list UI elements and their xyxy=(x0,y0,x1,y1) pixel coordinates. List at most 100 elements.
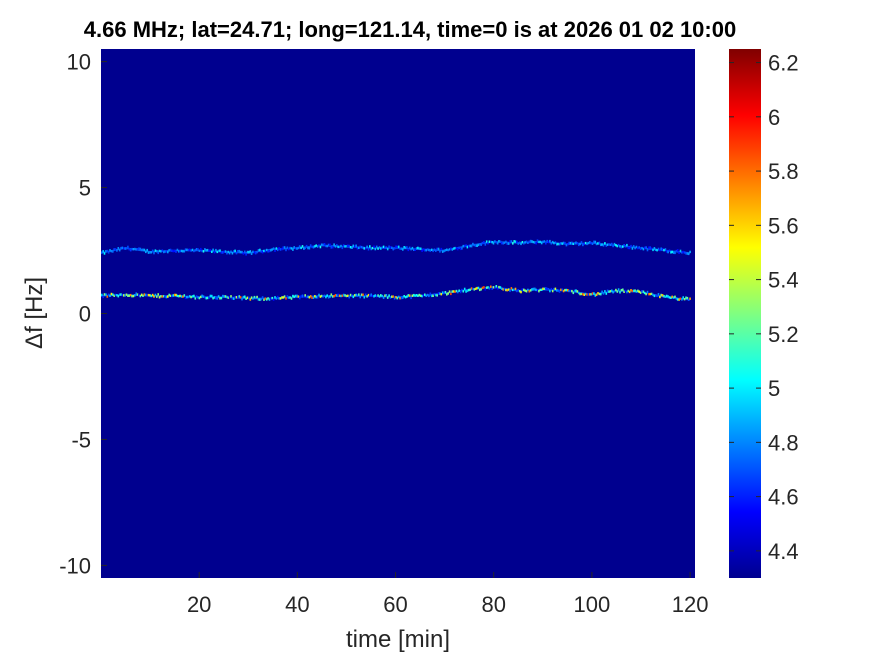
trace-1-pixel xyxy=(507,242,510,245)
trace-2-pixel xyxy=(215,297,217,300)
trace-2-pixel xyxy=(439,292,441,295)
trace-1-pixel xyxy=(363,247,366,250)
trace-2-pixel xyxy=(437,292,440,295)
trace-2-pixel xyxy=(457,290,459,294)
trace-2-pixel xyxy=(162,295,165,298)
trace-2-pixel xyxy=(443,291,445,294)
trace-1-pixel xyxy=(301,245,304,248)
trace-1-pixel xyxy=(528,240,531,243)
trace-1-pixel xyxy=(632,245,635,248)
trace-1-pixel xyxy=(242,252,245,255)
trace-2-pixel xyxy=(670,296,672,299)
trace-2-pixel xyxy=(301,294,304,297)
trace-1-pixel xyxy=(435,249,437,252)
trace-2-pixel xyxy=(470,287,473,290)
trace-2-pixel xyxy=(330,293,333,296)
trace-1-pixel xyxy=(472,242,474,246)
trace-1-pixel xyxy=(561,242,564,245)
trace-1-pixel xyxy=(681,251,683,254)
trace-2-pixel xyxy=(681,298,683,301)
trace-1-pixel xyxy=(358,246,360,249)
trace-1-pixel xyxy=(616,244,619,248)
trace-1-pixel xyxy=(637,246,639,250)
trace-2-pixel xyxy=(175,293,177,297)
trace-1-pixel xyxy=(226,252,228,255)
trace-2-pixel xyxy=(248,296,250,300)
trace-1-pixel xyxy=(131,247,133,251)
trace-1-pixel xyxy=(153,251,155,255)
trace-2-pixel xyxy=(542,287,544,290)
trace-2-pixel xyxy=(474,287,477,290)
trace-1-pixel xyxy=(388,245,390,248)
trace-1-pixel xyxy=(589,241,591,244)
trace-1-pixel xyxy=(609,243,612,246)
trace-2-pixel xyxy=(245,297,247,300)
trace-2-pixel xyxy=(616,290,619,293)
trace-2-pixel xyxy=(333,295,335,298)
trace-1-pixel xyxy=(234,249,236,252)
trace-2-pixel xyxy=(264,297,267,300)
trace-1-pixel xyxy=(611,242,613,246)
trace-1-pixel xyxy=(274,249,276,252)
trace-2-pixel xyxy=(422,294,425,297)
trace-2-pixel xyxy=(322,295,324,298)
trace-2-pixel xyxy=(609,290,612,293)
trace-2-pixel xyxy=(136,293,139,296)
trace-2-pixel xyxy=(118,293,121,296)
trace-1-pixel xyxy=(452,247,455,250)
trace-1-pixel xyxy=(567,243,569,246)
trace-2-pixel xyxy=(168,293,170,297)
trace-2-pixel xyxy=(564,288,566,292)
trace-2-pixel xyxy=(502,288,504,291)
trace-2-pixel xyxy=(180,295,183,298)
trace-2-pixel xyxy=(667,295,669,298)
trace-1-pixel xyxy=(484,243,487,246)
trace-2-pixel xyxy=(593,292,595,295)
trace-1-pixel xyxy=(546,239,548,243)
trace-2-pixel xyxy=(419,294,422,297)
trace-1-pixel xyxy=(450,247,452,250)
trace-1-pixel xyxy=(457,247,459,251)
trace-1-pixel xyxy=(539,240,542,244)
x-tick-label: 60 xyxy=(383,592,407,617)
trace-2-pixel xyxy=(202,295,205,298)
trace-1-pixel xyxy=(463,244,466,248)
trace-2-pixel xyxy=(344,294,346,297)
trace-1-pixel xyxy=(336,244,338,247)
trace-2-pixel xyxy=(342,293,345,297)
trace-1-pixel xyxy=(110,250,113,253)
trace-1-pixel xyxy=(237,250,239,253)
trace-1-pixel xyxy=(393,247,396,250)
trace-2-pixel xyxy=(654,294,657,297)
heatmap-area xyxy=(101,49,695,578)
trace-2-pixel xyxy=(635,290,638,293)
trace-1-pixel xyxy=(344,245,346,248)
trace-1-pixel xyxy=(366,245,368,248)
trace-2-pixel xyxy=(417,294,419,297)
trace-1-pixel xyxy=(505,240,507,243)
trace-1-pixel xyxy=(325,244,327,248)
trace-2-pixel xyxy=(172,294,175,297)
trace-1-pixel xyxy=(509,240,511,243)
trace-2-pixel xyxy=(297,295,300,298)
trace-2-pixel xyxy=(300,295,302,298)
trace-2-pixel xyxy=(226,295,228,299)
trace-1-pixel xyxy=(630,244,632,248)
trace-2-pixel xyxy=(643,291,646,295)
trace-2-pixel xyxy=(205,297,208,300)
trace-2-pixel xyxy=(114,293,117,297)
trace-2-pixel xyxy=(263,298,265,301)
trace-1-pixel xyxy=(575,241,577,244)
trace-1-pixel xyxy=(167,250,169,254)
trace-2-pixel xyxy=(326,294,328,297)
trace-1-pixel xyxy=(641,246,643,250)
trace-2-pixel xyxy=(598,292,601,296)
trace-1-pixel xyxy=(594,240,597,244)
trace-2-pixel xyxy=(627,289,630,293)
trace-2-pixel xyxy=(520,290,522,294)
trace-1-pixel xyxy=(524,241,526,244)
trace-2-pixel xyxy=(230,295,232,298)
trace-2-pixel xyxy=(675,297,678,300)
trace-2-pixel xyxy=(125,293,128,296)
trace-1-pixel xyxy=(125,247,128,250)
